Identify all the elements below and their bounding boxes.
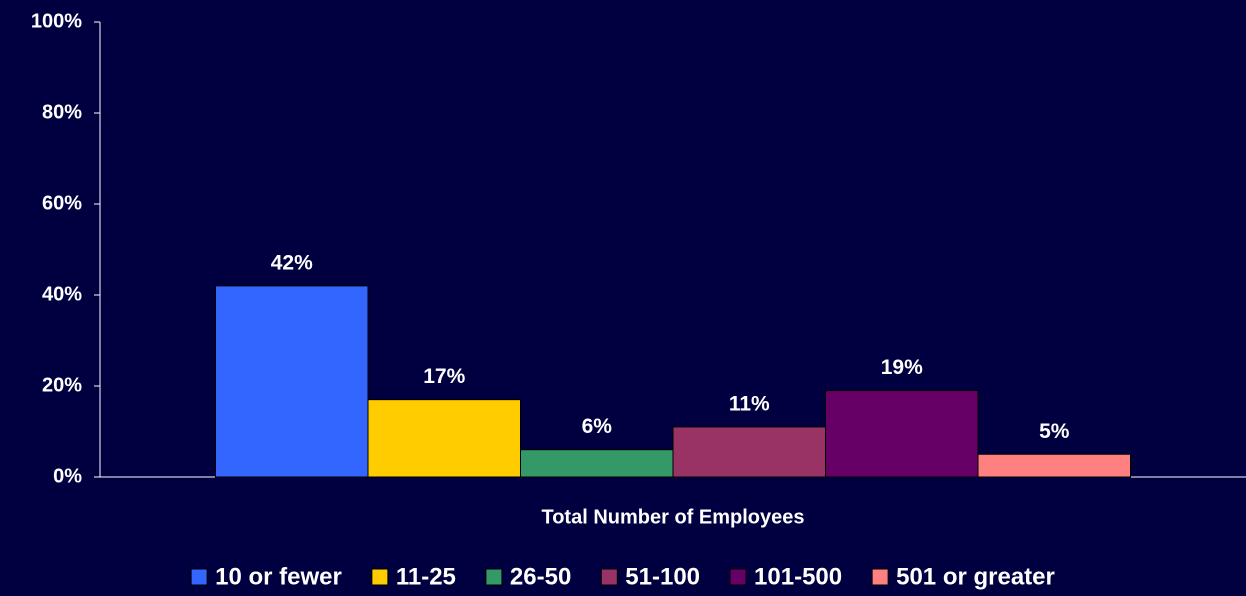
legend-label: 501 or greater	[896, 563, 1055, 590]
legend-swatch	[485, 568, 503, 586]
bar	[520, 449, 674, 478]
legend-swatch	[371, 568, 389, 586]
legend-label: 26-50	[510, 563, 571, 590]
y-tick-label: 20%	[42, 374, 82, 396]
legend-swatch	[729, 568, 747, 586]
legend-label: 51-100	[625, 563, 700, 590]
value-label: 17%	[423, 365, 465, 388]
value-label: 42%	[271, 251, 313, 274]
y-tick-label: 80%	[42, 101, 82, 123]
y-tick-label: 40%	[42, 283, 82, 305]
bar	[825, 390, 979, 478]
legend-label: 11-25	[396, 563, 456, 590]
value-label: 19%	[881, 356, 923, 379]
bar	[977, 453, 1131, 478]
y-tick-label: 100%	[31, 10, 82, 32]
x-axis-title: Total Number of Employees	[541, 506, 804, 528]
bar	[215, 285, 369, 478]
y-tick-label: 60%	[42, 192, 82, 214]
legend-label: 101-500	[754, 563, 842, 590]
legend-swatch	[871, 568, 889, 586]
legend-swatch	[600, 568, 618, 586]
legend-label: 10 or fewer	[215, 563, 342, 590]
value-label: 11%	[729, 392, 770, 415]
value-label: 6%	[582, 415, 613, 438]
y-tick-label: 0%	[53, 465, 82, 487]
bar	[672, 426, 826, 478]
legend-swatch	[190, 568, 208, 586]
value-label: 5%	[1039, 420, 1070, 443]
bar	[367, 399, 521, 478]
